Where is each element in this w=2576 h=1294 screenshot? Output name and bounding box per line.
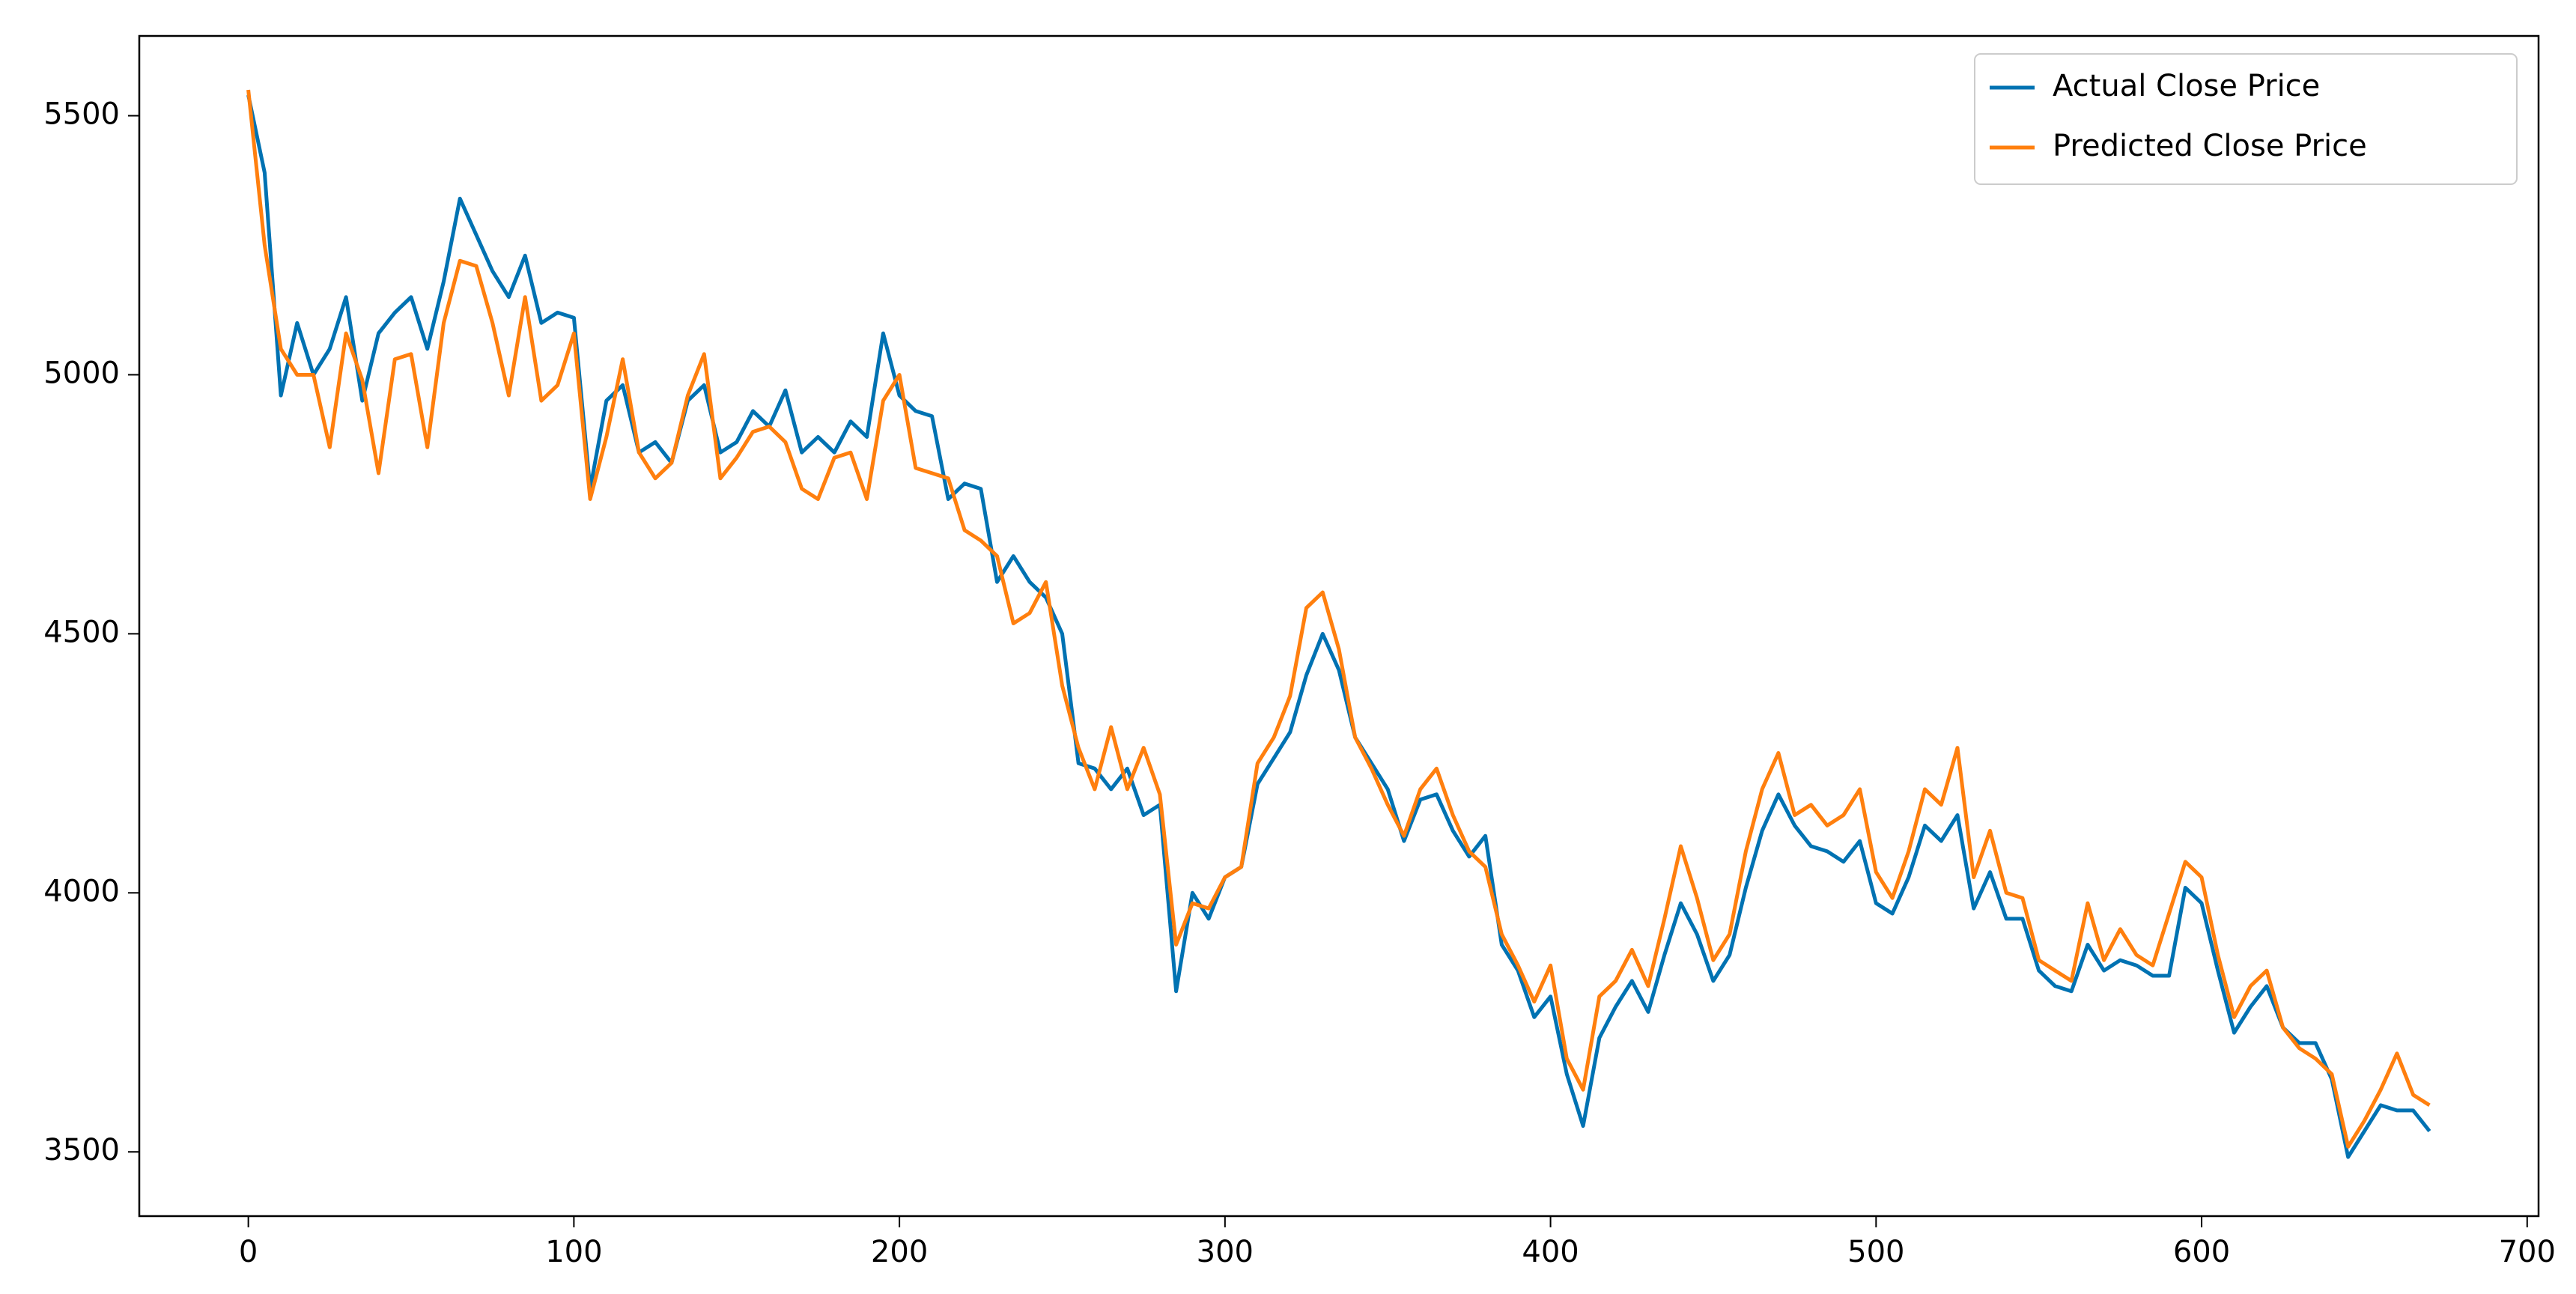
x-tick-label: 700 [2499,1235,2556,1269]
x-tick-label: 500 [1847,1235,1904,1269]
x-tick-label: 100 [545,1235,602,1269]
y-tick-label: 4000 [43,874,120,908]
x-tick-label: 300 [1197,1235,1254,1269]
x-tick-label: 600 [2173,1235,2230,1269]
y-tick-label: 5500 [43,97,120,132]
series-line [246,89,2431,1149]
legend-label: Actual Close Price [2053,69,2320,103]
series-line [246,94,2431,1159]
axes-frame [138,34,2540,1218]
y-tick-label: 5000 [43,356,120,390]
legend-box [1974,53,2518,185]
x-tick-label: 0 [239,1235,258,1269]
x-tick-label: 400 [1522,1235,1579,1269]
legend-label: Predicted Close Price [2053,129,2367,163]
y-tick-label: 4500 [43,615,120,649]
y-tick-label: 3500 [43,1133,120,1167]
x-tick-label: 200 [871,1235,928,1269]
